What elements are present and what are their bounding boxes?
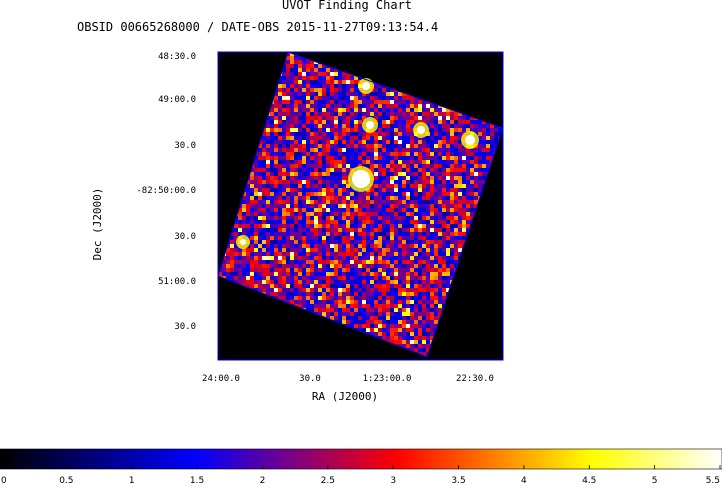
colorbar-tick-label: 3.5 <box>451 476 465 486</box>
source-core <box>417 126 425 134</box>
x-tick-label: 22:30.0 <box>456 374 494 384</box>
x-tick-label: 30.0 <box>299 374 321 384</box>
colorbar-tick-label: 5.5 <box>706 476 720 486</box>
bright-sources <box>236 78 479 249</box>
y-tick-label: 49:00.0 <box>158 95 196 105</box>
y-tick-label: 51:00.0 <box>158 277 196 287</box>
colorbar <box>0 448 722 470</box>
x-tick-label: 24:00.0 <box>202 374 240 384</box>
colorbar-tick-label: 0.5 <box>59 476 73 486</box>
y-tick-label: 30.0 <box>174 322 196 332</box>
y-axis-label: Dec (J2000) <box>91 188 104 261</box>
colorbar-tick-label: 1 <box>129 476 135 486</box>
chart-subtitle: OBSID 00665268000 / DATE-OBS 2015-11-27T… <box>77 20 438 34</box>
colorbar-tick-label: 4 <box>521 476 527 486</box>
source-core <box>240 239 246 245</box>
y-tick-label: 48:30.0 <box>158 52 196 62</box>
colorbar-tick-label: 1.5 <box>190 476 204 486</box>
colorbar-tick-label: 0 <box>1 476 7 486</box>
colorbar-tick-label: 3 <box>390 476 396 486</box>
y-tick-label: -82:50:00.0 <box>136 186 196 196</box>
colorbar-tick-label: 4.5 <box>582 476 596 486</box>
x-axis-label: RA (J2000) <box>312 390 378 403</box>
tile-edge <box>217 51 504 358</box>
colorbar-tick-label: 5 <box>652 476 658 486</box>
colorbar-tick-label: 2 <box>260 476 266 486</box>
source-core <box>366 121 374 129</box>
source-core <box>465 135 475 145</box>
chart-title: UVOT Finding Chart <box>282 0 412 12</box>
y-tick-label: 30.0 <box>174 232 196 242</box>
plot-frame <box>217 51 504 361</box>
source-core <box>362 82 370 90</box>
colorbar-tick-label: 2.5 <box>321 476 335 486</box>
y-tick-label: 30.0 <box>174 141 196 151</box>
x-tick-label: 1:23:00.0 <box>363 374 412 384</box>
source-core <box>352 170 370 188</box>
